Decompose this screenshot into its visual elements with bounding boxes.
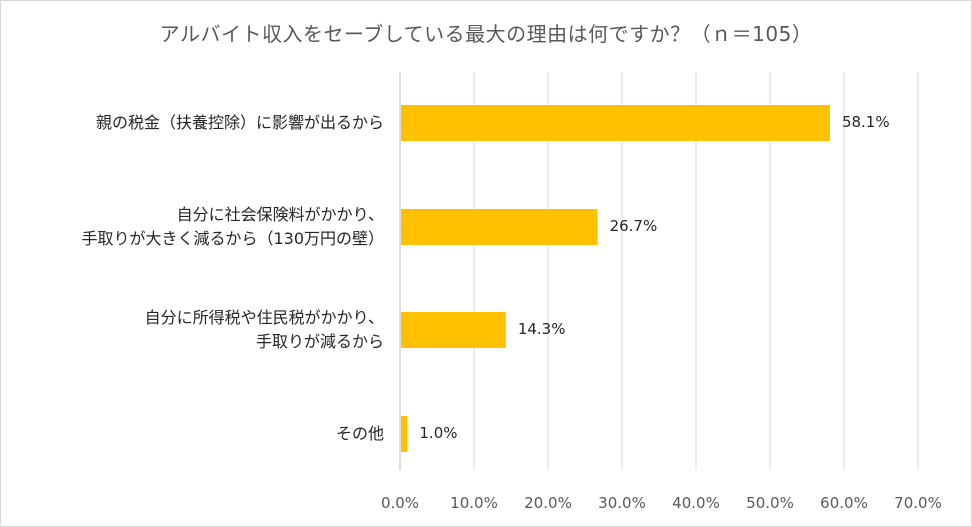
- data-label: 14.3%: [517, 320, 566, 338]
- category-label: 自分に社会保険料がかかり、手取りが大きく減るから（130万円の壁）: [14, 203, 384, 251]
- category-label-line: その他: [335, 424, 384, 443]
- x-tick-label: 0.0%: [380, 494, 420, 512]
- data-label: 26.7%: [609, 217, 658, 235]
- x-tick-label: 50.0%: [746, 494, 794, 512]
- category-label: 親の税金（扶養控除）に影響が出るから: [14, 111, 384, 135]
- x-tick-label: 10.0%: [450, 494, 498, 512]
- chart-title: アルバイト収入をセーブしている最大の理由は何ですか？（ｎ＝105）: [159, 22, 813, 46]
- category-label-line: 自分に社会保険料がかかり、: [176, 205, 384, 224]
- x-tick-label: 70.0%: [894, 494, 942, 512]
- data-label: 1.0%: [419, 424, 458, 442]
- bar: [401, 416, 408, 452]
- category-label: その他: [14, 422, 384, 446]
- category-label: 自分に所得税や住民税がかかり、手取りが減るから: [14, 306, 384, 354]
- category-label-line: 親の税金（扶養控除）に影響が出るから: [95, 113, 384, 132]
- x-tick-label: 30.0%: [598, 494, 646, 512]
- bar: [401, 312, 506, 348]
- bar: [401, 209, 598, 245]
- x-tick-label: 60.0%: [820, 494, 868, 512]
- category-label-line: 手取りが減るから: [255, 332, 384, 351]
- category-label-line: 自分に所得税や住民税がかかり、: [144, 308, 384, 327]
- data-label: 58.1%: [841, 113, 890, 131]
- x-tick-label: 20.0%: [524, 494, 572, 512]
- category-label-line: 手取りが大きく減るから（130万円の壁）: [81, 229, 384, 248]
- bar: [401, 105, 830, 141]
- x-tick-label: 40.0%: [672, 494, 720, 512]
